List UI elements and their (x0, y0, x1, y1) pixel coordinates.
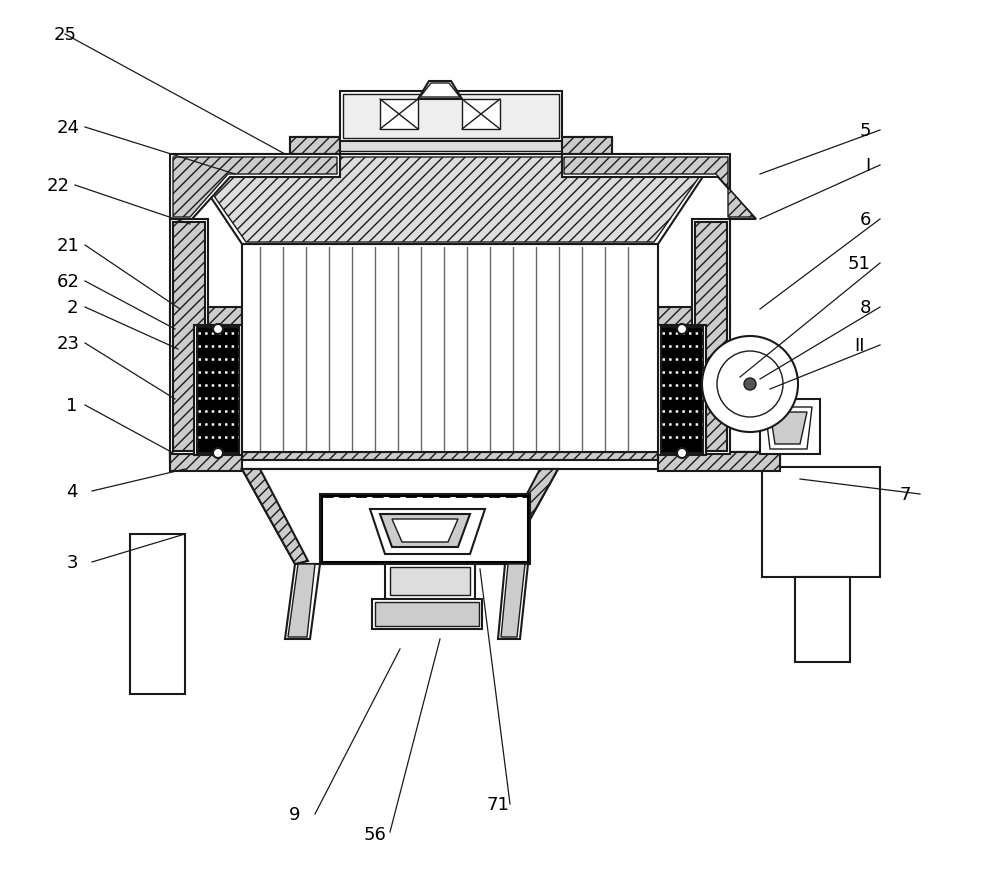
Bar (170, 453, 780, 470)
Text: 51: 51 (848, 254, 870, 273)
Circle shape (677, 324, 687, 335)
Polygon shape (170, 307, 242, 326)
Text: 2: 2 (66, 299, 78, 316)
Circle shape (744, 378, 756, 391)
Bar (293, 141, 609, 152)
Bar (658, 326, 706, 455)
Text: I: I (865, 157, 871, 175)
Circle shape (213, 448, 223, 458)
Polygon shape (285, 564, 320, 640)
Circle shape (677, 448, 687, 458)
Bar (762, 468, 880, 578)
Text: 56: 56 (364, 825, 386, 843)
Text: 22: 22 (47, 177, 70, 195)
Bar (320, 494, 530, 564)
Bar (760, 400, 820, 455)
Bar (795, 578, 850, 662)
Polygon shape (492, 470, 558, 564)
Polygon shape (173, 158, 337, 218)
Polygon shape (770, 413, 807, 445)
Polygon shape (658, 453, 780, 471)
Text: 3: 3 (66, 554, 78, 571)
Bar (390, 567, 470, 595)
Polygon shape (501, 564, 525, 637)
Bar (380, 100, 418, 130)
Text: 25: 25 (54, 26, 77, 44)
Bar (695, 222, 727, 452)
Text: 6: 6 (859, 211, 871, 229)
Bar (372, 599, 482, 629)
Text: 4: 4 (66, 483, 78, 501)
Bar (692, 220, 730, 455)
Bar (197, 328, 239, 454)
Polygon shape (170, 453, 242, 471)
Bar (385, 564, 475, 599)
Polygon shape (392, 519, 458, 542)
Polygon shape (420, 84, 460, 97)
Text: 23: 23 (57, 335, 80, 353)
Polygon shape (418, 82, 462, 100)
Text: 9: 9 (289, 805, 301, 823)
Text: II: II (855, 337, 865, 354)
Bar (170, 220, 208, 455)
Bar (343, 95, 559, 139)
Polygon shape (380, 515, 470, 548)
Polygon shape (658, 307, 730, 326)
Bar (173, 222, 205, 452)
Polygon shape (370, 509, 485, 555)
Text: 21: 21 (57, 237, 79, 254)
Bar (130, 534, 185, 695)
Polygon shape (765, 408, 812, 449)
Polygon shape (562, 138, 612, 155)
Circle shape (213, 324, 223, 335)
Polygon shape (498, 564, 528, 640)
Text: 7: 7 (899, 486, 911, 503)
Bar (290, 138, 612, 155)
Circle shape (702, 337, 798, 432)
Polygon shape (288, 564, 315, 637)
Bar (462, 100, 500, 130)
Polygon shape (242, 470, 308, 564)
Polygon shape (187, 158, 713, 243)
Polygon shape (182, 155, 718, 245)
Bar (661, 328, 703, 454)
Text: 71: 71 (487, 795, 509, 813)
Bar (242, 245, 658, 453)
Bar (170, 453, 780, 461)
Text: 5: 5 (859, 122, 871, 140)
Bar (322, 496, 528, 563)
Text: 62: 62 (57, 273, 79, 291)
Circle shape (717, 352, 783, 417)
Polygon shape (170, 155, 340, 220)
Bar (194, 326, 242, 455)
Text: 1: 1 (66, 397, 78, 415)
Polygon shape (290, 138, 340, 155)
Text: 24: 24 (57, 119, 80, 136)
Polygon shape (242, 470, 558, 564)
Text: 8: 8 (859, 299, 871, 316)
Bar (375, 602, 479, 626)
Polygon shape (564, 158, 754, 218)
Bar (340, 92, 562, 142)
Polygon shape (562, 155, 756, 220)
